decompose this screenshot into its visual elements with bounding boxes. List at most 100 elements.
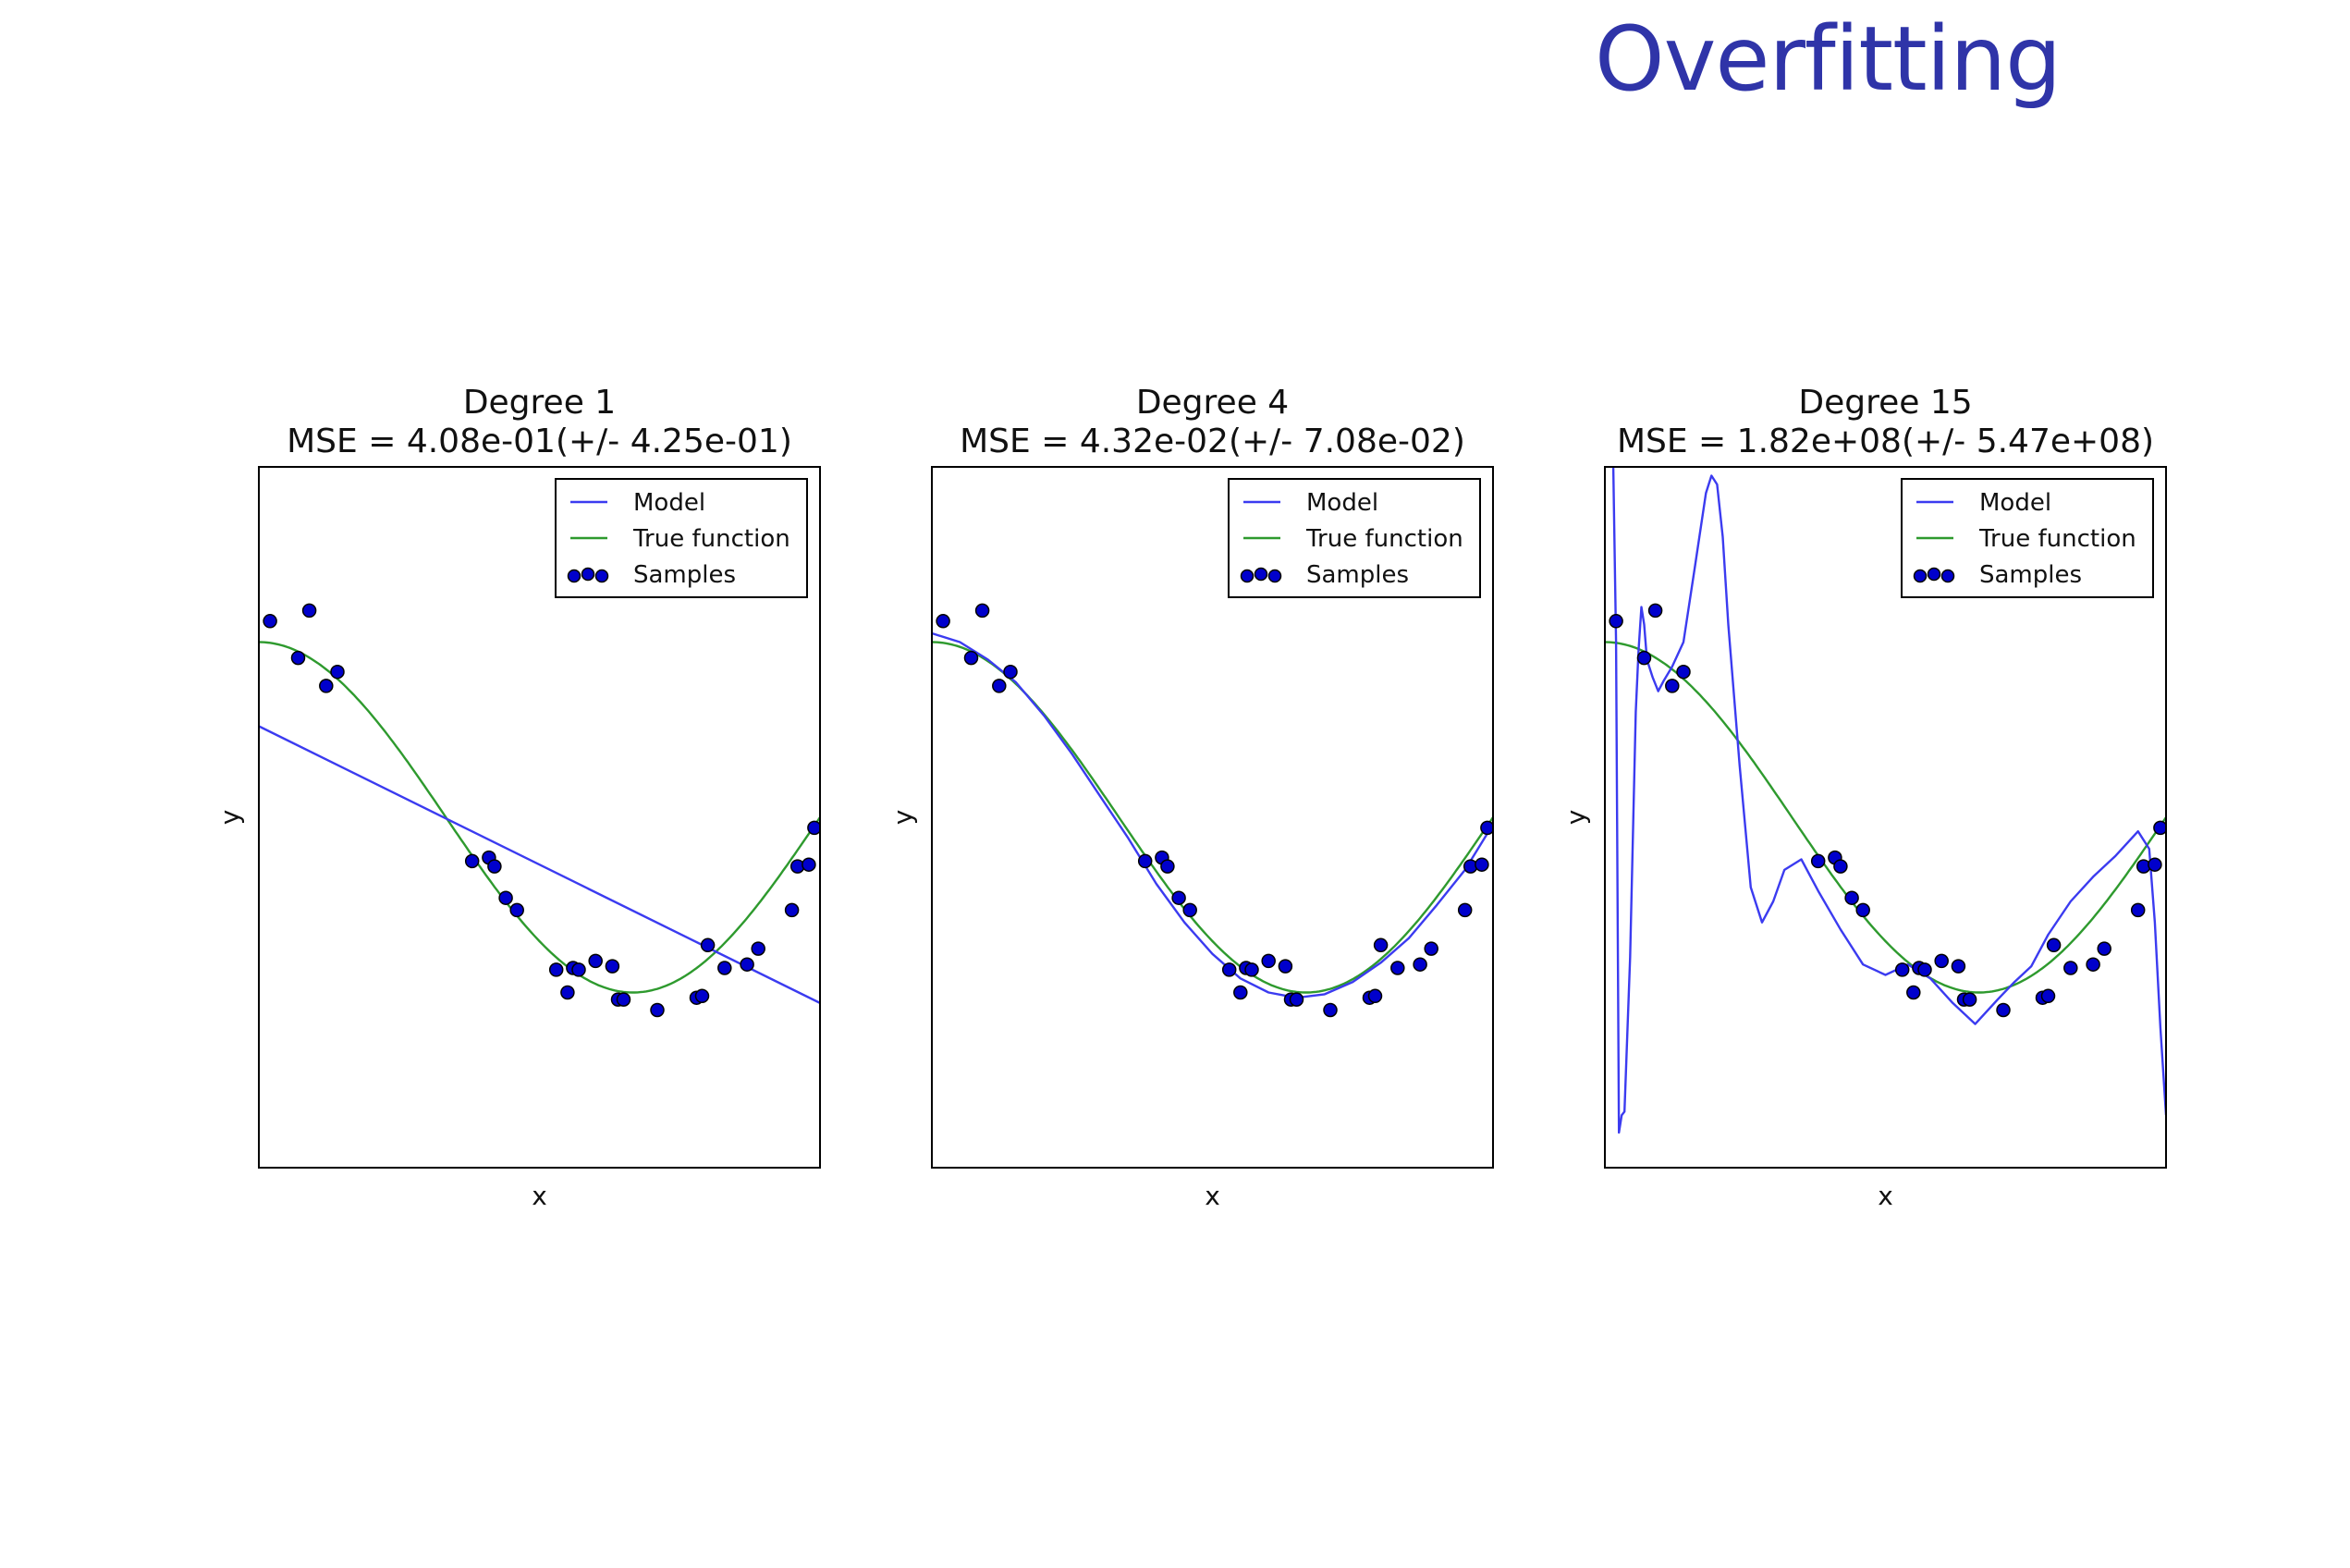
sample-point xyxy=(301,603,317,619)
sample-point xyxy=(1906,985,1921,1000)
sample-point xyxy=(1676,664,1691,680)
sample-point xyxy=(319,679,334,693)
sample-point xyxy=(1917,962,1932,977)
sample-point xyxy=(1233,985,1248,1000)
sample-point xyxy=(2153,820,2166,836)
sample-point xyxy=(2097,941,2111,956)
legend-samples-swatch xyxy=(594,569,609,583)
sample-point xyxy=(571,962,586,977)
sample-point xyxy=(1475,857,1489,872)
sample-point xyxy=(1003,664,1018,680)
subplot-mse-label: MSE = 4.32e-02(+/- 7.08e-02) xyxy=(960,423,1465,460)
model-line xyxy=(259,725,820,1004)
sample-point xyxy=(1289,992,1304,1007)
sample-point xyxy=(694,988,710,1004)
sample-point xyxy=(1609,614,1623,629)
slide-title: Overfitting xyxy=(1595,7,2062,111)
sample-point xyxy=(936,614,950,629)
sample-point xyxy=(1367,988,1383,1004)
legend-samples-swatch xyxy=(581,567,595,582)
sample-point xyxy=(1951,959,1966,974)
plot-area xyxy=(259,603,820,1018)
sample-point xyxy=(1171,890,1186,905)
sample-point xyxy=(509,902,524,918)
sample-point xyxy=(2046,937,2062,953)
sample-point xyxy=(2063,961,2078,975)
sample-point xyxy=(1457,902,1473,918)
legend-entry: Model xyxy=(1979,489,2051,517)
sample-point xyxy=(1855,902,1870,918)
legend-entry: Samples xyxy=(1306,561,1409,589)
y-axis-label: y xyxy=(887,810,918,826)
sample-point xyxy=(605,959,620,974)
sample-point xyxy=(751,941,765,956)
sample-point xyxy=(974,603,990,619)
sample-point xyxy=(487,859,502,874)
legend: Model True function Samples xyxy=(555,478,808,598)
legend: Model True function Samples xyxy=(1228,478,1481,598)
subplot-mse-label: MSE = 4.08e-01(+/- 4.25e-01) xyxy=(287,423,792,460)
axes-frame xyxy=(1604,466,2167,1169)
sample-point xyxy=(616,992,631,1007)
subplot-title: Degree 4 xyxy=(1136,384,1289,422)
sample-point xyxy=(1323,1002,1338,1018)
sample-point xyxy=(1810,853,1826,869)
sample-point xyxy=(1390,961,1405,975)
sample-point xyxy=(1373,937,1389,953)
sample-point xyxy=(2130,902,2146,918)
sample-point xyxy=(548,962,564,977)
sample-point xyxy=(498,890,513,905)
subplot-title: Degree 15 xyxy=(1798,384,1972,422)
model-line xyxy=(932,631,1493,999)
true-function-line xyxy=(932,641,1493,994)
sample-point xyxy=(784,902,800,918)
true-function-line xyxy=(259,641,820,994)
sample-point xyxy=(1962,992,1977,1007)
subplot-title: Degree 1 xyxy=(463,384,616,422)
sample-point xyxy=(290,650,306,666)
sample-point xyxy=(2148,857,2162,872)
sample-point xyxy=(1413,957,1427,972)
legend-samples-swatch xyxy=(1940,569,1955,583)
legend-samples-swatch xyxy=(1267,569,1282,583)
legend-entry: True function xyxy=(1978,525,2136,553)
sample-point xyxy=(1261,953,1276,969)
sample-point xyxy=(807,820,820,836)
sample-point xyxy=(1221,962,1237,977)
legend-entry: Model xyxy=(633,489,705,517)
legend-entry: Model xyxy=(1306,489,1378,517)
sample-point xyxy=(802,857,816,872)
sample-point xyxy=(1894,962,1910,977)
sample-point xyxy=(1182,902,1197,918)
x-axis-label: x xyxy=(1878,1181,1893,1211)
sample-point xyxy=(330,664,345,680)
sample-point xyxy=(560,985,575,1000)
axes-frame xyxy=(931,466,1494,1169)
sample-point xyxy=(1424,941,1438,956)
sample-point xyxy=(1160,859,1175,874)
sample-point xyxy=(717,961,732,975)
legend-entry: Samples xyxy=(1979,561,2082,589)
sample-point xyxy=(588,953,603,969)
sample-point xyxy=(1833,859,1848,874)
sample-point xyxy=(1244,962,1259,977)
sample-point xyxy=(1137,853,1153,869)
sample-point xyxy=(2040,988,2056,1004)
true-function-line xyxy=(1605,641,2166,994)
sample-point xyxy=(1844,890,1859,905)
legend-entry: True function xyxy=(632,525,790,553)
legend: Model True function Samples xyxy=(1901,478,2154,598)
plot-area xyxy=(932,603,1493,1018)
sample-point xyxy=(1278,959,1293,974)
y-axis-label: y xyxy=(214,810,245,826)
model-line xyxy=(1611,467,2166,1134)
sample-point xyxy=(1647,603,1663,619)
legend-samples-swatch xyxy=(567,569,581,583)
sample-point xyxy=(963,650,979,666)
sample-point xyxy=(2086,957,2100,972)
sample-point xyxy=(1665,679,1680,693)
x-axis-label: x xyxy=(532,1181,547,1211)
